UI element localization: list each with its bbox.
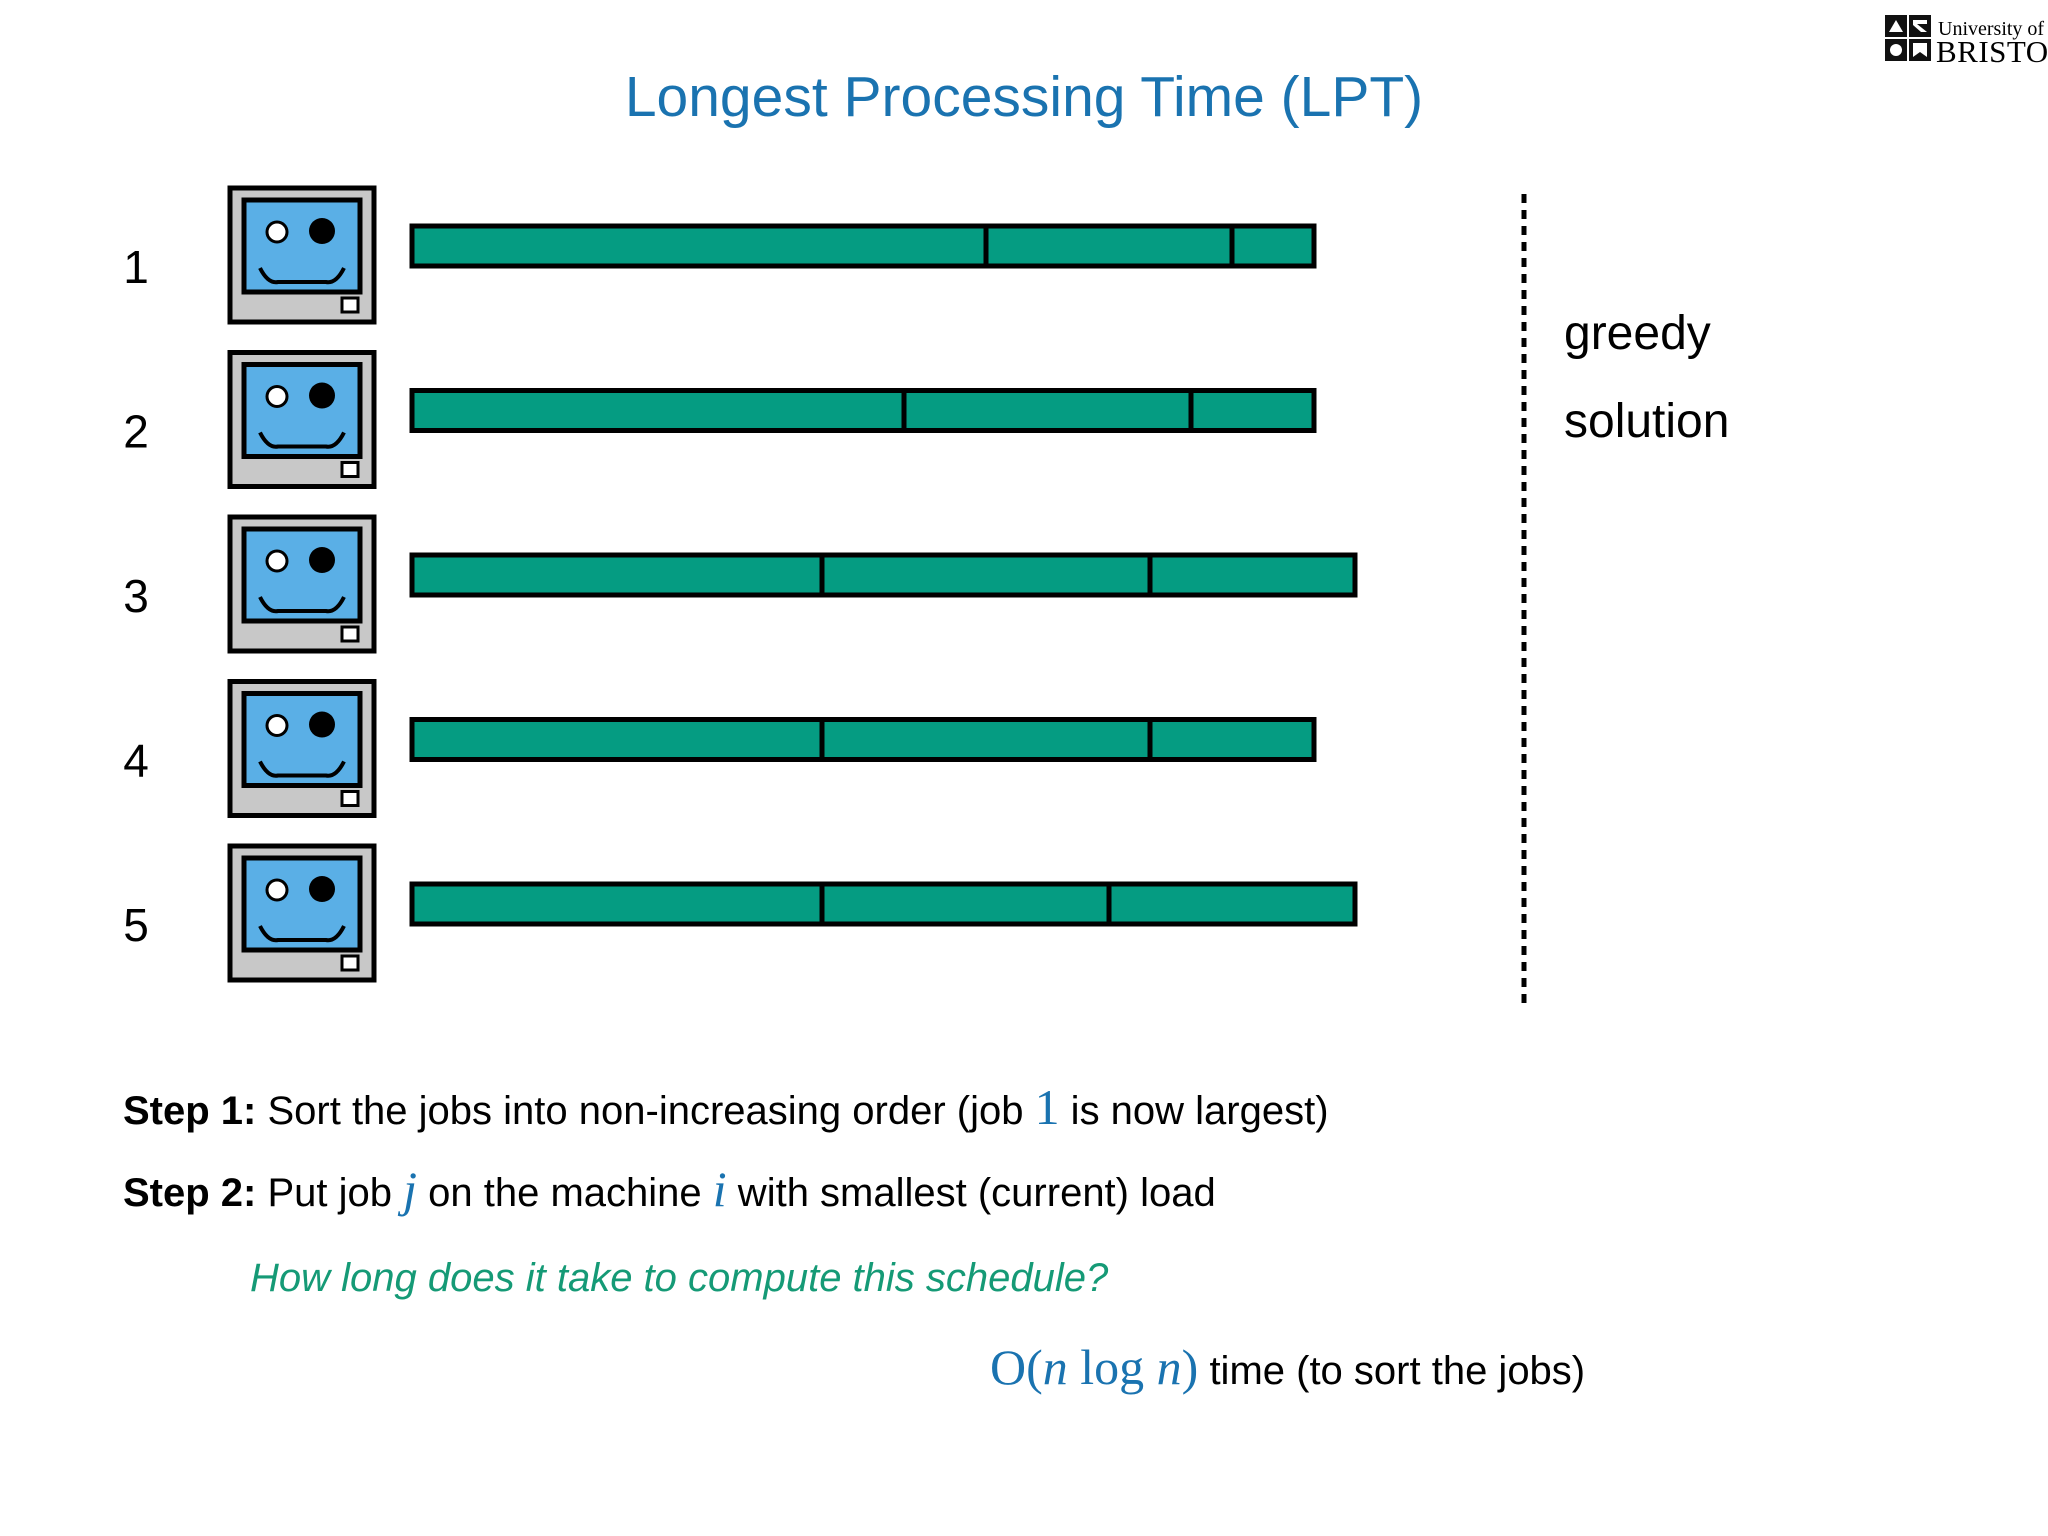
step-2-math-j: j [403,1161,418,1217]
step-2-label: Step 2: [123,1171,257,1215]
machine-row-4: 4 [123,679,1317,818]
machine-row-3: 3 [123,514,1358,654]
machine-label: 2 [123,406,149,458]
question-text: How long does it take to compute this sc… [250,1256,1109,1300]
step-2-text-c: with smallest (current) load [726,1171,1216,1215]
step-2-text-b: on the machine [417,1171,713,1215]
machine-row-5: 5 [123,843,1358,983]
job-bar [409,223,989,269]
university-logo: University of BRISTOL [1884,14,2048,69]
step-1-text-b: is now largest) [1059,1089,1329,1133]
university-logo-icon [1884,14,1932,62]
step-1: Step 1: Sort the jobs into non-increasin… [123,1078,1329,1136]
job-bar [983,223,1235,269]
job-bar [1188,388,1317,433]
computer-icon [227,514,377,654]
step-2-text-a: Put job [256,1171,404,1215]
computer-icon [227,185,377,325]
complexity-math-close: ) [1181,1339,1199,1395]
complexity-math-n2: n [1156,1339,1182,1395]
job-bar [819,552,1153,598]
machine-label: 3 [123,570,149,622]
machine-row-1: 1 [123,185,1317,325]
schedule-diagram: 1 2 3 4 5 [123,185,1527,1010]
job-bar [819,717,1153,762]
job-bar [1147,717,1317,762]
job-bar [901,388,1194,433]
slide-title: Longest Processing Time (LPT) [624,65,1424,129]
step-2-math-i: i [712,1161,727,1217]
computer-icon [227,843,377,983]
job-bar [1147,552,1358,598]
job-bar [409,552,825,598]
side-label-greedy: greedy [1564,307,1711,360]
job-bar [409,717,825,762]
job-bar [409,881,825,927]
side-label-solution: solution [1564,395,1730,448]
logo-text-bristol: BRISTOL [1936,34,2048,69]
machine-label: 5 [123,899,149,951]
machine-label: 4 [123,735,149,787]
step-1-label: Step 1: [123,1089,257,1133]
machine-label: 1 [123,241,149,293]
step-1-text-a: Sort the jobs into non-increasing order … [256,1089,1035,1133]
job-bar [409,388,907,433]
step-2: Step 2: Put job j on the machine i with … [123,1160,1216,1218]
logo-text-university: University of [1938,18,2045,40]
computer-icon [227,350,377,489]
complexity-math-n1: n [1042,1339,1068,1395]
step-1-math: 1 [1034,1079,1060,1135]
job-bar [1229,223,1317,269]
complexity-math-open: O( [990,1339,1043,1395]
complexity-statement: O(n log n) time (to sort the jobs) [990,1338,1585,1396]
computer-icon [227,679,377,818]
machine-row-2: 2 [123,350,1317,489]
complexity-text: time (to sort the jobs) [1198,1349,1586,1393]
complexity-math-log: log [1067,1339,1157,1395]
job-bar [1106,881,1358,927]
job-bar [819,881,1112,927]
